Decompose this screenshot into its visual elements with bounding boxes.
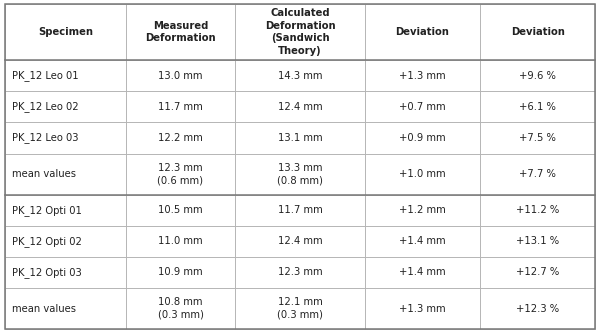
Bar (5, 60, 126, 91)
Text: +12.7 %: +12.7 % (516, 267, 559, 277)
Bar (5, 194, 126, 226)
Bar (480, 288, 595, 329)
Bar (365, 4, 480, 60)
Text: 12.3 mm: 12.3 mm (278, 267, 322, 277)
Bar (480, 154, 595, 194)
Bar (126, 194, 235, 226)
Text: Specimen: Specimen (38, 27, 93, 37)
Bar (480, 226, 595, 257)
Bar (5, 226, 126, 257)
Bar (235, 4, 365, 60)
Text: 14.3 mm: 14.3 mm (278, 71, 322, 81)
Bar (365, 154, 480, 194)
Bar (235, 91, 365, 123)
Text: 11.0 mm: 11.0 mm (158, 236, 203, 246)
Bar (126, 226, 235, 257)
Text: 11.7 mm: 11.7 mm (158, 102, 203, 112)
Text: +1.3 mm: +1.3 mm (399, 303, 446, 313)
Text: 12.3 mm
(0.6 mm): 12.3 mm (0.6 mm) (157, 163, 203, 185)
Bar (235, 257, 365, 288)
Bar (5, 257, 126, 288)
Text: 12.4 mm: 12.4 mm (278, 102, 322, 112)
Text: +0.9 mm: +0.9 mm (399, 133, 446, 143)
Bar (126, 91, 235, 123)
Text: PK_12 Leo 03: PK_12 Leo 03 (12, 133, 79, 144)
Text: +0.7 mm: +0.7 mm (399, 102, 446, 112)
Text: 13.1 mm: 13.1 mm (278, 133, 322, 143)
Text: Deviation: Deviation (395, 27, 449, 37)
Text: +1.0 mm: +1.0 mm (399, 169, 446, 179)
Bar (235, 288, 365, 329)
Bar (126, 257, 235, 288)
Bar (480, 257, 595, 288)
Bar (365, 91, 480, 123)
Bar (365, 257, 480, 288)
Text: PK_12 Opti 01: PK_12 Opti 01 (12, 205, 82, 215)
Text: +1.2 mm: +1.2 mm (399, 205, 446, 215)
Text: +1.4 mm: +1.4 mm (399, 267, 446, 277)
Text: 12.2 mm: 12.2 mm (158, 133, 203, 143)
Text: Deviation: Deviation (511, 27, 565, 37)
Bar (365, 123, 480, 154)
Bar (126, 123, 235, 154)
Bar (235, 60, 365, 91)
Bar (365, 60, 480, 91)
Text: +1.4 mm: +1.4 mm (399, 236, 446, 246)
Text: +7.7 %: +7.7 % (519, 169, 556, 179)
Text: mean values: mean values (12, 169, 76, 179)
Text: +12.3 %: +12.3 % (516, 303, 559, 313)
Text: PK_12 Leo 02: PK_12 Leo 02 (12, 102, 79, 112)
Bar (5, 154, 126, 194)
Bar (5, 91, 126, 123)
Text: +6.1 %: +6.1 % (519, 102, 556, 112)
Bar (365, 288, 480, 329)
Text: 12.4 mm: 12.4 mm (278, 236, 322, 246)
Bar (235, 154, 365, 194)
Text: mean values: mean values (12, 303, 76, 313)
Bar (480, 60, 595, 91)
Bar (126, 4, 235, 60)
Text: 11.7 mm: 11.7 mm (278, 205, 322, 215)
Bar (365, 194, 480, 226)
Bar (235, 194, 365, 226)
Bar (5, 4, 126, 60)
Text: Calculated
Deformation
(Sandwich
Theory): Calculated Deformation (Sandwich Theory) (265, 9, 335, 56)
Bar (235, 226, 365, 257)
Text: 12.1 mm
(0.3 mm): 12.1 mm (0.3 mm) (277, 297, 323, 320)
Text: PK_12 Leo 01: PK_12 Leo 01 (12, 70, 79, 81)
Text: 13.3 mm
(0.8 mm): 13.3 mm (0.8 mm) (277, 163, 323, 185)
Text: 10.9 mm: 10.9 mm (158, 267, 203, 277)
Text: 10.5 mm: 10.5 mm (158, 205, 203, 215)
Text: +7.5 %: +7.5 % (519, 133, 556, 143)
Bar (480, 194, 595, 226)
Text: +9.6 %: +9.6 % (519, 71, 556, 81)
Text: +11.2 %: +11.2 % (516, 205, 559, 215)
Bar (126, 154, 235, 194)
Bar (5, 288, 126, 329)
Bar (126, 288, 235, 329)
Bar (235, 123, 365, 154)
Text: PK_12 Opti 03: PK_12 Opti 03 (12, 267, 82, 278)
Text: Measured
Deformation: Measured Deformation (145, 21, 216, 43)
Text: 13.0 mm: 13.0 mm (158, 71, 203, 81)
Text: +1.3 mm: +1.3 mm (399, 71, 446, 81)
Text: 10.8 mm
(0.3 mm): 10.8 mm (0.3 mm) (158, 297, 203, 320)
Bar (365, 226, 480, 257)
Bar (480, 123, 595, 154)
Bar (126, 60, 235, 91)
Text: +13.1 %: +13.1 % (516, 236, 559, 246)
Text: PK_12 Opti 02: PK_12 Opti 02 (12, 236, 82, 247)
Bar (5, 123, 126, 154)
Bar (480, 4, 595, 60)
Bar (480, 91, 595, 123)
